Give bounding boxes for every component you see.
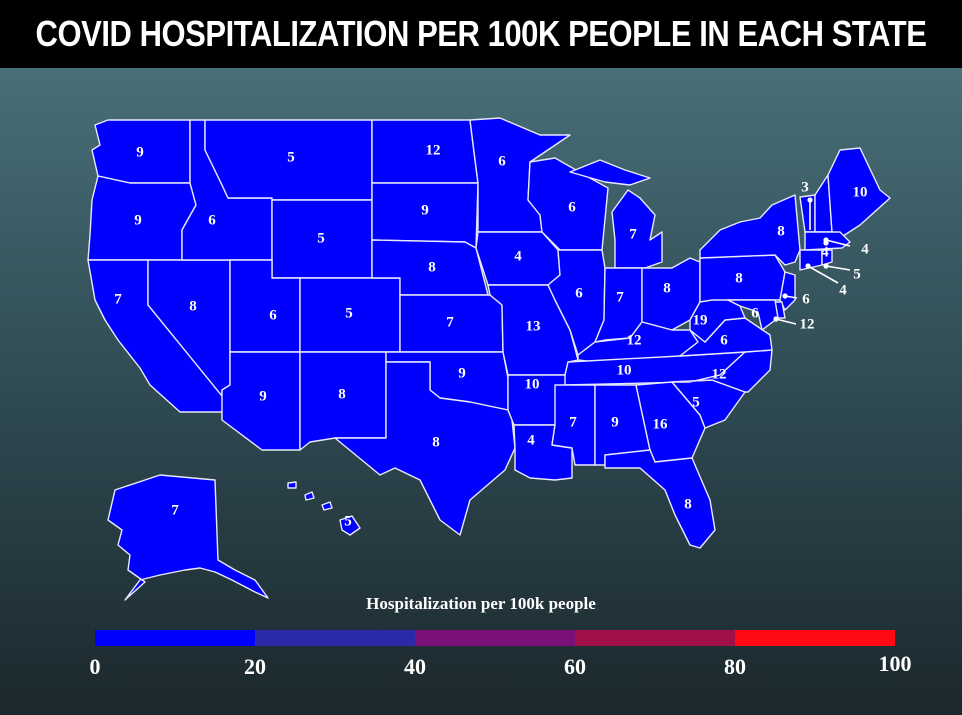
state-value-label: 5 — [317, 230, 325, 246]
callout-dot — [807, 197, 813, 203]
state-value-label: 8 — [684, 496, 692, 512]
state-value-labels: 9 9 7 8 6 5 5 6 9 5 8 12 9 8 7 9 8 6 4 13 10 4 6 6 7 7 8 12 10 7 9 16 8 5… — [114, 142, 869, 529]
state-new-york — [699, 194, 801, 266]
state-florida — [604, 449, 716, 549]
state-value-label: 8 — [189, 298, 197, 314]
state-oregon — [87, 175, 197, 261]
legend-segment — [735, 630, 895, 646]
state-new-jersey — [779, 271, 796, 311]
state-value-label: 13 — [526, 318, 541, 334]
state-value-label: 8 — [428, 259, 436, 275]
state-value-label: 8 — [432, 434, 440, 450]
state-value-label: 5 — [345, 305, 353, 321]
state-value-label: 4 — [839, 282, 847, 298]
map-title: COVID HOSPITALIZATION PER 100K PEOPLE IN… — [35, 13, 927, 54]
state-value-label: 12 — [800, 316, 815, 332]
state-value-label: 6 — [802, 291, 810, 307]
state-value-label: 6 — [568, 199, 576, 215]
state-value-label: 6 — [269, 307, 277, 323]
state-value-label: 16 — [653, 416, 669, 432]
state-value-label: 5 — [853, 266, 861, 282]
callout-line — [825, 239, 851, 247]
callout-line — [807, 265, 839, 284]
legend-tick: 80 — [724, 654, 746, 679]
legend-tick: 40 — [404, 654, 426, 679]
state-value-label: 7 — [629, 226, 637, 242]
state-texas — [334, 361, 516, 536]
state-value-label: 10 — [853, 184, 868, 200]
state-maryland — [727, 299, 779, 331]
legend-tick: 0 — [89, 654, 101, 679]
callout-dot — [773, 316, 779, 322]
legend-color-bar — [95, 630, 895, 646]
state-value-label: 7 — [616, 289, 624, 305]
state-value-label: 4 — [527, 432, 535, 448]
state-value-label: 9 — [136, 144, 144, 160]
state-value-label: 6 — [208, 212, 216, 228]
state-value-label: 7 — [569, 414, 577, 430]
title-bar: COVID HOSPITALIZATION PER 100K PEOPLE IN… — [0, 0, 962, 68]
state-value-label: 9 — [458, 365, 466, 381]
legend-segment — [415, 630, 575, 646]
state-value-label: 12 — [712, 366, 727, 382]
state-value-label: 4 — [514, 248, 522, 264]
state-value-label: 10 — [525, 376, 540, 392]
legend-segment — [255, 630, 415, 646]
state-value-label: 10 — [617, 362, 632, 378]
state-value-label: 9 — [611, 414, 619, 430]
callout-dot — [823, 263, 829, 269]
callout-dot — [782, 293, 788, 299]
state-value-label: 9 — [134, 212, 142, 228]
legend-tick: 60 — [564, 654, 586, 679]
state-value-label: 19 — [693, 312, 708, 328]
state-value-label: 8 — [338, 386, 346, 402]
state-north-carolina — [671, 349, 773, 393]
state-value-label: 7 — [114, 291, 122, 307]
callout-line — [825, 265, 851, 271]
state-value-label: 8 — [663, 280, 671, 296]
state-value-label: 9 — [421, 202, 429, 218]
state-rhode-island — [821, 249, 833, 266]
state-value-label: 6 — [498, 153, 506, 169]
legend-tick: 100 — [878, 651, 912, 676]
state-value-label: 7 — [446, 314, 454, 330]
state-michigan — [569, 159, 663, 269]
state-value-label: 6 — [751, 305, 759, 321]
state-value-label: 4 — [861, 241, 869, 257]
state-value-label: 7 — [171, 502, 179, 518]
callout-dot — [823, 237, 829, 243]
callout-markers — [773, 197, 851, 325]
state-value-label: 12 — [627, 332, 642, 348]
state-hawaii — [287, 481, 361, 536]
state-value-label: 6 — [575, 285, 583, 301]
legend-tick: 20 — [244, 654, 266, 679]
state-value-label: 8 — [735, 270, 743, 286]
state-value-label: 5 — [287, 149, 295, 165]
legend-segment — [95, 630, 255, 646]
state-value-label: 6 — [720, 332, 728, 348]
callout-line — [775, 318, 797, 325]
state-value-label: 8 — [777, 223, 785, 239]
state-value-label: 4 — [821, 244, 829, 260]
state-value-label: 3 — [801, 179, 809, 195]
callout-dot — [805, 263, 811, 269]
legend-title: Hospitalization per 100k people — [366, 594, 596, 613]
legend-segment — [575, 630, 735, 646]
state-alaska — [107, 474, 269, 601]
state-value-label: 5 — [692, 394, 700, 410]
state-value-label: 5 — [344, 513, 352, 529]
state-value-label: 12 — [426, 142, 441, 158]
state-value-label: 9 — [259, 388, 267, 404]
state-shapes — [87, 117, 891, 601]
